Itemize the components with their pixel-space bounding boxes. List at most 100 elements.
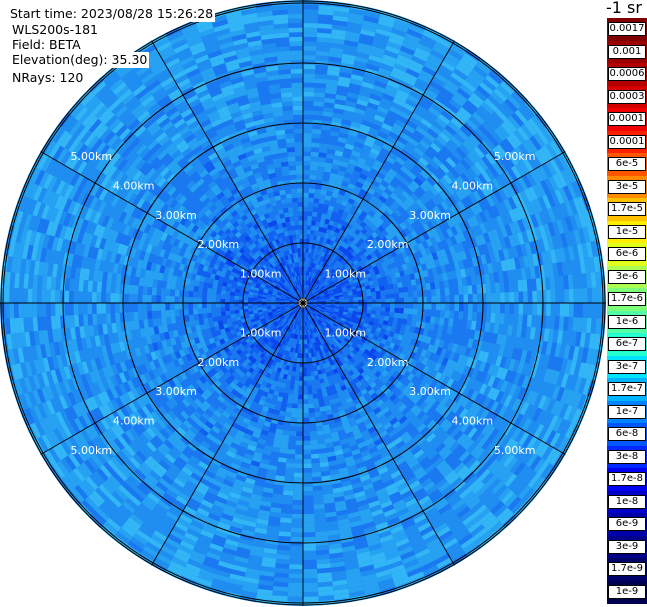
backscatter-cell	[306, 285, 309, 290]
backscatter-cell	[314, 244, 319, 250]
backscatter-cell	[267, 265, 273, 271]
backscatter-cell	[335, 254, 341, 261]
backscatter-cell	[380, 294, 386, 299]
backscatter-cell	[289, 170, 297, 176]
backscatter-cell	[316, 269, 320, 275]
backscatter-cell	[339, 342, 346, 348]
backscatter-cell	[280, 279, 285, 284]
backscatter-cell	[289, 273, 294, 278]
backscatter-cell	[343, 309, 349, 313]
backscatter-cell	[321, 273, 327, 278]
backscatter-cell	[133, 285, 139, 295]
backscatter-cell	[287, 156, 296, 162]
backscatter-cell	[303, 431, 310, 437]
backscatter-cell	[295, 305, 300, 309]
backscatter-cell	[261, 296, 267, 300]
backscatter-cell	[342, 332, 348, 338]
backscatter-cell	[310, 435, 318, 441]
backscatter-cell	[251, 321, 257, 326]
backscatter-cell	[311, 298, 317, 301]
backscatter-cell	[325, 318, 330, 322]
backscatter-cell	[304, 284, 306, 290]
backscatter-cell	[290, 183, 297, 189]
backscatter-cell	[291, 412, 298, 418]
backscatter-cell	[174, 303, 180, 310]
backscatter-cell	[265, 284, 271, 289]
backscatter-cell	[266, 306, 272, 309]
backscatter-cell	[296, 174, 303, 180]
backscatter-cell	[299, 229, 303, 235]
backscatter-cell	[220, 290, 226, 295]
backscatter-cell	[305, 285, 308, 290]
backscatter-cell	[294, 220, 299, 226]
backscatter-cell	[285, 305, 290, 308]
backscatter-cell	[268, 330, 274, 336]
backscatter-cell	[375, 310, 381, 316]
backscatter-cell	[294, 304, 299, 306]
backscatter-cell	[314, 188, 321, 195]
backscatter-cell	[292, 366, 297, 372]
backscatter-cell	[307, 385, 313, 391]
backscatter-cell	[347, 310, 353, 314]
backscatter-cell	[207, 312, 213, 319]
backscatter-cell	[399, 303, 404, 309]
backscatter-cell	[261, 304, 267, 308]
backscatter-cell	[313, 351, 318, 357]
backscatter-cell	[416, 284, 422, 291]
backscatter-cell	[321, 251, 326, 257]
backscatter-cell	[398, 287, 404, 293]
backscatter-cell	[296, 311, 300, 316]
backscatter-cell	[325, 306, 331, 309]
backscatter-cell	[311, 299, 317, 302]
backscatter-cell	[294, 380, 299, 386]
backscatter-cell	[289, 304, 294, 306]
backscatter-cell	[306, 305, 311, 309]
backscatter-cell	[277, 291, 282, 295]
backscatter-cell	[225, 306, 230, 312]
backscatter-cell	[299, 311, 302, 317]
backscatter-cell	[298, 321, 301, 326]
backscatter-cell	[306, 334, 309, 340]
backscatter-cell	[309, 343, 313, 349]
backscatter-cell	[333, 265, 339, 271]
backscatter-cell	[286, 198, 293, 204]
backscatter-cell	[316, 430, 324, 436]
backscatter-cell	[308, 310, 312, 315]
backscatter-cell	[491, 292, 496, 303]
backscatter-cell	[295, 151, 303, 157]
backscatter-cell	[289, 304, 294, 306]
backscatter-cell	[299, 321, 302, 326]
backscatter-cell	[286, 402, 293, 408]
backscatter-cell	[293, 292, 297, 297]
backscatter-cell	[458, 303, 464, 312]
backscatter-cell	[142, 303, 148, 312]
backscatter-cell	[485, 312, 491, 323]
backscatter-cell	[306, 306, 310, 310]
backscatter-cell	[462, 311, 468, 321]
backscatter-cell	[313, 283, 317, 289]
backscatter-cell	[267, 335, 273, 341]
backscatter-cell	[340, 328, 346, 333]
backscatter-cell	[324, 331, 329, 337]
backscatter-cell	[342, 277, 348, 283]
backscatter-cell	[311, 244, 316, 250]
backscatter-cell	[270, 326, 276, 331]
backscatter-cell	[305, 295, 309, 300]
backscatter-cell	[329, 320, 334, 325]
backscatter-cell	[296, 169, 303, 175]
backscatter-cell	[128, 311, 135, 322]
backscatter-cell	[284, 255, 289, 261]
backscatter-cell	[388, 316, 394, 323]
backscatter-cell	[304, 307, 306, 312]
backscatter-cell	[323, 252, 328, 258]
backscatter-cell	[327, 288, 333, 292]
backscatter-cell	[269, 337, 275, 343]
backscatter-cell	[306, 296, 311, 301]
backscatter-cell	[276, 318, 281, 322]
backscatter-cell	[234, 303, 239, 307]
backscatter-cell	[305, 357, 310, 363]
backscatter-cell	[165, 310, 171, 318]
backscatter-cell	[331, 286, 337, 290]
backscatter-cell	[471, 284, 478, 295]
backscatter-cell	[308, 271, 312, 277]
